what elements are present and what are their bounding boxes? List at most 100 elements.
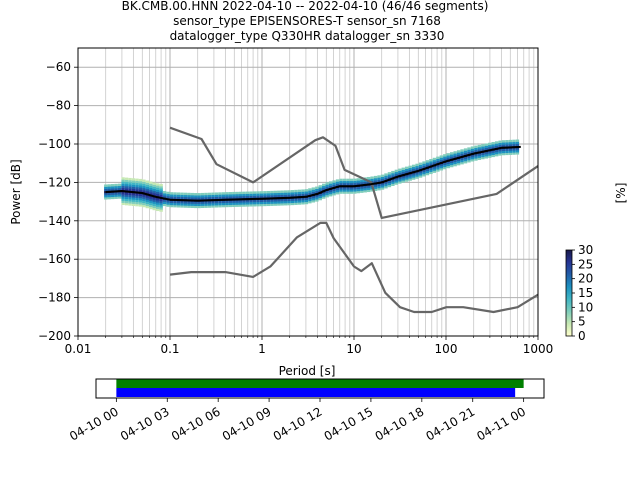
- density-cell: [232, 204, 236, 207]
- density-cell: [304, 201, 309, 205]
- density-cell: [190, 192, 194, 196]
- density-cell: [277, 199, 281, 202]
- density-cell: [211, 196, 215, 200]
- density-cell: [498, 140, 502, 143]
- density-cell: [128, 194, 132, 198]
- density-cell: [443, 166, 447, 170]
- density-cell: [218, 205, 222, 208]
- density-cell: [242, 191, 246, 195]
- density-cell: [335, 179, 340, 182]
- density-cell: [346, 178, 350, 182]
- density-cell: [173, 196, 177, 199]
- density-cell: [429, 163, 433, 166]
- density-cell: [301, 189, 305, 192]
- density-cell: [380, 185, 385, 188]
- density-cell: [162, 195, 167, 198]
- density-cell: [481, 156, 485, 160]
- density-cell: [405, 179, 409, 182]
- density-cell: [225, 196, 229, 199]
- density-cell: [252, 195, 257, 199]
- density-cell: [425, 164, 430, 167]
- density-cell: [498, 149, 502, 152]
- density-cell: [111, 196, 115, 200]
- density-cell: [425, 168, 430, 172]
- density-cell: [131, 186, 136, 190]
- density-cell: [128, 188, 132, 191]
- density-cell: [211, 205, 215, 208]
- density-cell: [339, 187, 343, 190]
- density-cell: [463, 156, 468, 160]
- density-cell: [142, 204, 146, 208]
- density-cell: [138, 181, 143, 184]
- density-cell: [304, 199, 309, 203]
- colorbar-label: [%]: [614, 183, 628, 204]
- density-cell: [384, 186, 388, 189]
- density-cell: [290, 194, 295, 197]
- density-cell: [425, 162, 430, 165]
- density-cell: [342, 182, 347, 186]
- x-tick-label: 10: [346, 342, 361, 356]
- density-cell: [131, 199, 136, 202]
- density-cell: [176, 194, 181, 197]
- colorbar-tick-label: 5: [578, 315, 586, 329]
- density-cell: [488, 146, 492, 150]
- density-cell: [232, 191, 236, 195]
- density-cell: [512, 139, 516, 143]
- density-cell: [145, 197, 150, 200]
- density-cell: [135, 182, 139, 186]
- density-cell: [204, 203, 208, 206]
- density-cell: [200, 203, 205, 206]
- density-cell: [394, 171, 399, 175]
- density-cell: [138, 187, 143, 190]
- density-cell: [232, 200, 236, 203]
- data-series: [105, 126, 539, 314]
- density-cell: [135, 201, 139, 205]
- density-cell: [128, 182, 132, 185]
- density-cell: [322, 185, 326, 189]
- density-cell: [328, 194, 333, 197]
- coverage-bars: [116, 379, 524, 397]
- density-cell: [453, 163, 457, 167]
- density-cell: [373, 175, 378, 179]
- density-cell: [124, 186, 129, 189]
- density-cell: [332, 182, 336, 185]
- density-cell: [121, 183, 125, 187]
- density-cell: [356, 180, 361, 183]
- density-cell: [287, 190, 291, 193]
- density-cell: [128, 180, 132, 183]
- density-cell: [145, 203, 150, 207]
- density-cell: [318, 187, 322, 190]
- density-cell: [418, 164, 423, 168]
- density-cell: [308, 190, 312, 193]
- density-cell: [142, 202, 146, 206]
- density-cell: [391, 179, 395, 182]
- density-cell: [453, 159, 457, 163]
- density-cell: [446, 155, 450, 158]
- density-cell: [259, 201, 264, 205]
- density-cell: [252, 204, 257, 207]
- density-cell: [446, 165, 450, 169]
- density-cell: [214, 196, 219, 200]
- density-cell: [470, 148, 475, 151]
- density-cell: [287, 200, 291, 204]
- title-line-3: datalogger_type Q330HR datalogger_sn 333…: [170, 29, 445, 43]
- density-cell: [443, 156, 447, 159]
- density-cell: [270, 199, 274, 202]
- density-cell: [450, 156, 454, 159]
- density-cell: [318, 189, 322, 192]
- density-cell: [256, 199, 260, 203]
- density-cell: [335, 189, 340, 193]
- density-cell: [356, 188, 361, 192]
- density-cell: [266, 190, 271, 194]
- density-cell: [211, 192, 215, 195]
- density-cell: [484, 143, 488, 146]
- density-cell: [366, 181, 371, 184]
- density-cell: [131, 184, 136, 187]
- density-cell: [394, 173, 399, 177]
- density-cell: [131, 182, 136, 185]
- density-cell: [508, 150, 513, 153]
- density-cell: [135, 187, 139, 190]
- density-cell: [415, 167, 419, 171]
- density-cell: [501, 144, 506, 147]
- density-cell: [443, 164, 447, 168]
